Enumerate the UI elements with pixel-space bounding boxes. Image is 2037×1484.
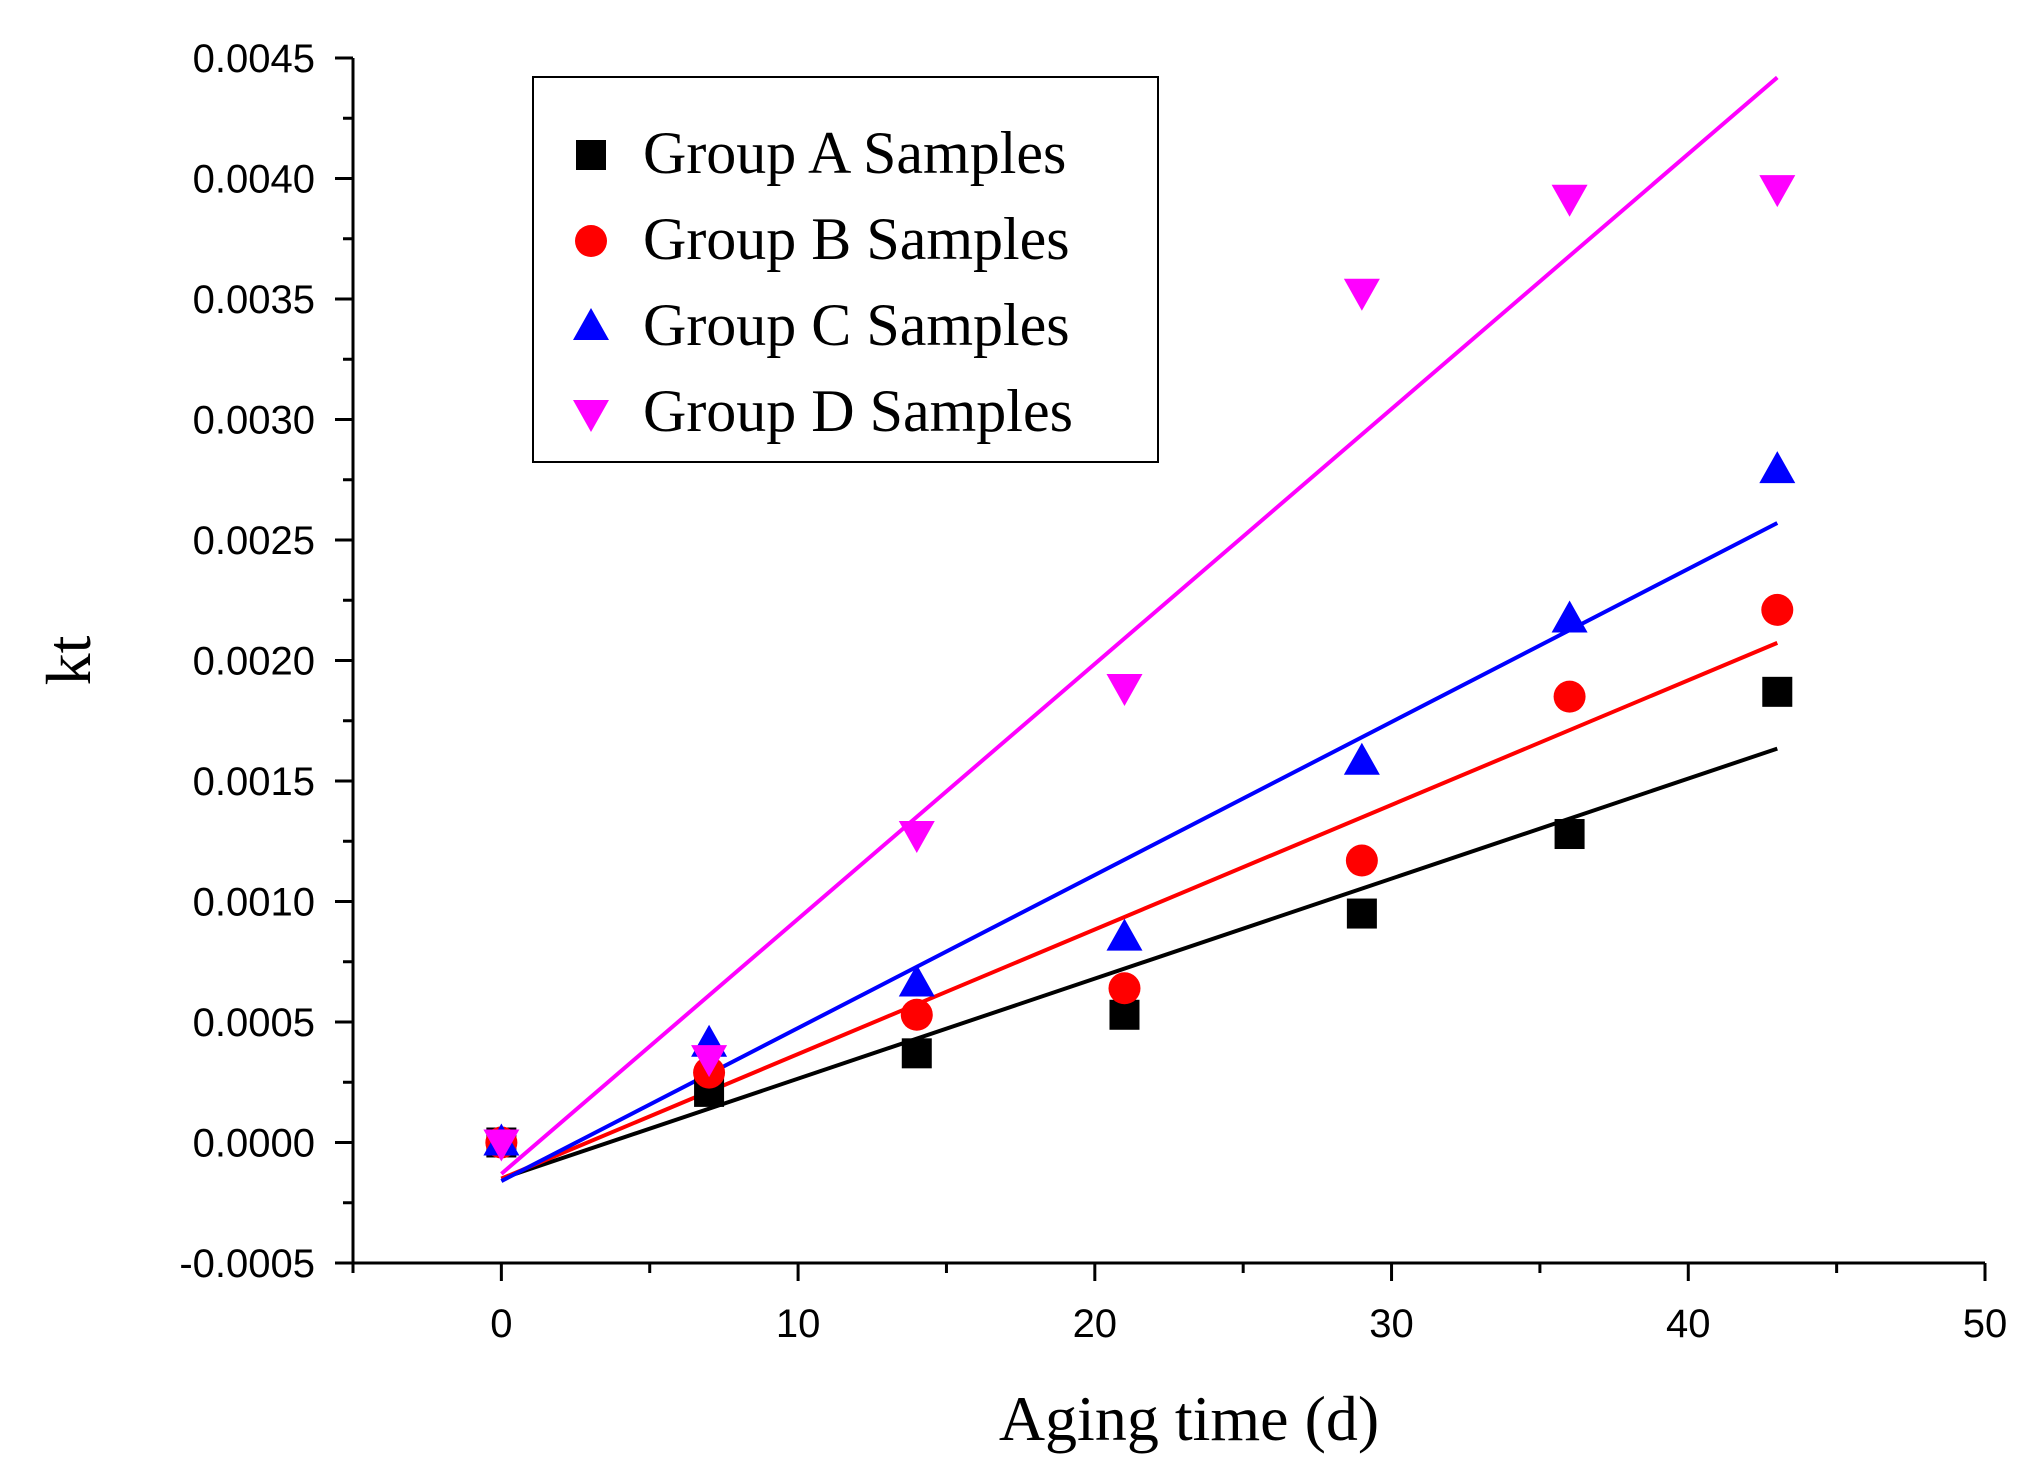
y-tick-label: 0.0000 (193, 1122, 315, 1166)
x-axis-title: Aging time (d) (999, 1383, 1379, 1454)
x-tick-label: 30 (1369, 1302, 1414, 1346)
x-tick-label: 20 (1073, 1302, 1118, 1346)
legend-label: Group C Samples (643, 292, 1070, 358)
x-tick-label: 10 (776, 1302, 821, 1346)
legend-marker (573, 400, 609, 432)
data-point (900, 998, 933, 1031)
legend-label: Group B Samples (643, 206, 1070, 272)
y-tick-label: 0.0045 (193, 37, 315, 81)
data-point (1345, 844, 1378, 877)
y-tick-label: -0.0005 (179, 1242, 315, 1286)
y-tick-label: 0.0010 (193, 881, 315, 925)
data-point (1762, 676, 1793, 707)
series-a (486, 676, 1793, 1158)
legend-marker (575, 225, 607, 257)
x-tick-label: 40 (1666, 1302, 1711, 1346)
legend-label: Group A Samples (643, 120, 1066, 186)
data-point (898, 964, 935, 997)
y-tick-label: 0.0035 (193, 278, 315, 322)
data-point (901, 1038, 932, 1069)
data-point (1343, 278, 1380, 311)
data-point (1343, 742, 1380, 775)
data-point (1551, 184, 1588, 217)
y-tick-label: 0.0015 (193, 760, 315, 804)
data-point (1759, 451, 1796, 484)
legend-box (532, 76, 1159, 463)
x-tick-label: 0 (490, 1302, 512, 1346)
y-tick-label: 0.0005 (193, 1001, 315, 1045)
fit-line-a (500, 746, 1778, 1181)
fit-line-d (500, 75, 1779, 1176)
legend: Group A Samples Group B Samples Group C Sa… (532, 76, 1159, 463)
data-point (1761, 593, 1794, 626)
y-tick-label: 0.0030 (193, 399, 315, 443)
data-points (483, 175, 1796, 1162)
legend-marker (576, 140, 606, 170)
data-point (1106, 674, 1143, 707)
data-point (483, 1129, 520, 1162)
data-point (1553, 680, 1586, 713)
legend-marker (573, 308, 609, 340)
data-point (1759, 175, 1796, 208)
y-tick-label: 0.0040 (193, 158, 315, 202)
series-d (483, 175, 1796, 1162)
fit-line-c (500, 521, 1779, 1183)
series-c (483, 451, 1796, 1156)
data-point (1346, 898, 1377, 929)
data-point (1551, 600, 1588, 633)
data-point (1109, 999, 1140, 1030)
y-axis-title: kt (33, 635, 104, 685)
x-tick-label: 50 (1963, 1302, 2008, 1346)
data-point (1106, 918, 1143, 951)
data-point (1554, 819, 1585, 850)
fit-line-b (500, 641, 1779, 1181)
y-tick-label: 0.0020 (193, 640, 315, 684)
data-point (691, 1045, 728, 1078)
legend-label: Group D Samples (643, 378, 1073, 444)
y-tick-label: 0.0025 (193, 519, 315, 563)
data-point (1108, 972, 1141, 1005)
axes: 0 10 20 30 40 50 -0.0005 0.0000 0.0005 0.0010 0.00… (179, 37, 2007, 1346)
data-point (898, 821, 935, 854)
